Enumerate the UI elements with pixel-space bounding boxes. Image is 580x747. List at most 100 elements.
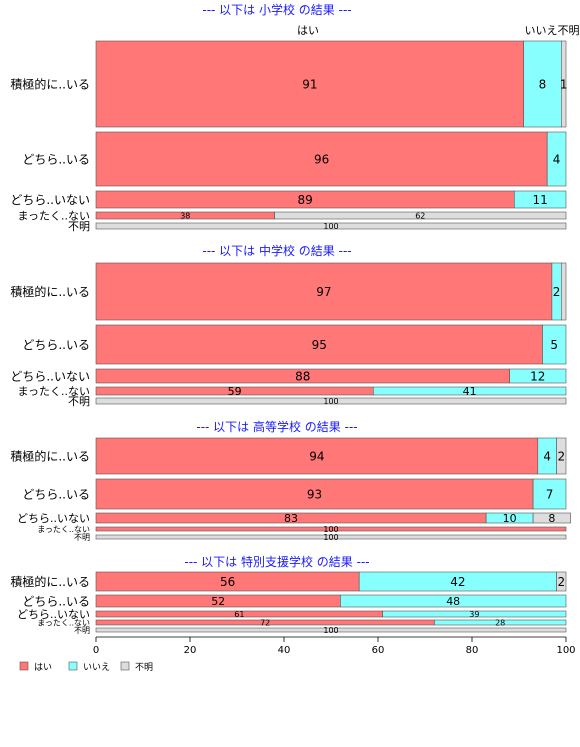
bar-row: 積極的に..いる 91 8 1 — [10, 40, 568, 128]
category-label: 不明 — [74, 626, 90, 635]
data-label: 41 — [463, 385, 477, 398]
category-label: 不明 — [68, 395, 90, 408]
data-label: 100 — [323, 397, 338, 406]
bar-segment-no — [382, 610, 567, 618]
bar-row: 不明 100 — [74, 533, 567, 542]
bar-row: どちら..いる 96 4 — [22, 131, 567, 187]
data-label: 59 — [228, 385, 242, 398]
bar-segment-yes — [95, 324, 543, 365]
data-label: 5 — [550, 338, 558, 352]
data-label: 88 — [295, 369, 310, 383]
panel-title: --- 以下は 中学校 の結果 --- — [202, 243, 351, 258]
bar-segment-unknown — [95, 397, 567, 405]
data-label: 100 — [323, 525, 338, 534]
bar-segment-no — [532, 478, 567, 510]
category-label: どちら..いる — [22, 488, 90, 502]
bar-row: 積極的に..いる 56 42 2 — [10, 571, 567, 592]
legend-swatch-unknown — [120, 661, 130, 671]
bar-row: まったく..ない 38 62 — [17, 210, 567, 223]
legend-swatch-no — [68, 661, 78, 671]
category-label: まったく..ない — [17, 210, 90, 223]
bar-row: 不明 100 — [74, 626, 567, 635]
bar-segment-unknown — [95, 627, 567, 633]
category-label: どちら..いない — [10, 370, 90, 384]
category-label: どちら..いない — [10, 193, 90, 207]
x-tick-label: 40 — [278, 645, 291, 656]
data-label: 4 — [543, 449, 551, 463]
category-label: 積極的に..いる — [10, 574, 90, 589]
category-label: まったく..ない — [17, 385, 90, 398]
legend-label-unknown: 不明 — [135, 662, 153, 673]
bar-segment-yes — [95, 437, 539, 475]
category-label: どちら..いる — [22, 338, 90, 352]
bar-segment-unknown — [532, 512, 571, 524]
bar-row: どちら..いない 83 10 8 — [17, 512, 571, 525]
bar-row: どちら..いない 89 11 — [10, 190, 567, 209]
data-label: 4 — [553, 152, 561, 166]
x-tick-label: 0 — [93, 645, 99, 656]
data-label: 42 — [450, 575, 465, 589]
data-label: 12 — [530, 369, 545, 383]
data-label: 95 — [312, 338, 327, 352]
bar-segment-unknown — [95, 534, 567, 540]
bar-segment-no — [523, 40, 562, 128]
data-label: 11 — [533, 193, 548, 207]
bar-segment-no — [546, 131, 567, 187]
bar-row: 積極的に..いる 94 4 2 — [10, 437, 567, 475]
category-label: 不明 — [74, 533, 90, 542]
bar-segment-no — [372, 386, 567, 396]
data-label: 10 — [503, 512, 517, 525]
legend-label-no: いいえ — [83, 662, 110, 673]
data-label: 62 — [415, 211, 425, 220]
x-tick-label: 100 — [556, 645, 575, 656]
data-label: 89 — [298, 193, 313, 207]
bar-segment-unknown — [95, 222, 567, 230]
data-label: 96 — [314, 152, 329, 166]
category-label: どちら..いない — [17, 608, 90, 621]
data-label: 2 — [557, 449, 565, 463]
bar-row: まったく..ない 59 41 — [17, 385, 567, 398]
data-label: 8 — [548, 512, 555, 525]
category-label: どちら..いない — [17, 512, 90, 525]
bar-row: 不明 100 — [68, 220, 567, 233]
data-label: 7 — [546, 487, 554, 501]
bar-segment-yes — [95, 526, 567, 532]
category-label: どちら..いる — [22, 153, 90, 167]
category-label: 積極的に..いる — [10, 77, 90, 92]
category-label: 積極的に..いる — [10, 284, 90, 299]
category-label: 積極的に..いる — [10, 449, 90, 464]
x-tick-label: 60 — [372, 645, 385, 656]
bar-segment-yes — [95, 40, 525, 128]
column-headers: はい いいえ不明 — [297, 24, 580, 37]
bar-segment-no — [509, 368, 567, 384]
data-label: 93 — [307, 487, 322, 501]
legend-label-yes: はい — [34, 662, 52, 673]
data-label: 100 — [323, 222, 338, 231]
data-label: 1 — [560, 77, 568, 91]
legend-swatch-yes — [19, 661, 29, 671]
category-label: 不明 — [68, 220, 90, 233]
x-tick-label: 20 — [184, 645, 197, 656]
bar-segment-no — [340, 594, 567, 608]
header-yes: はい — [297, 24, 319, 37]
data-label: 100 — [323, 626, 338, 635]
bar-segment-no — [542, 324, 567, 365]
bar-row: どちら..いる 52 48 — [22, 594, 567, 609]
data-label: 91 — [302, 77, 317, 91]
data-label: 2 — [553, 285, 561, 299]
panel-title: --- 以下は 特別支援学校 の結果 --- — [184, 554, 369, 569]
bar-row: まったく..ない 72 28 — [37, 618, 567, 628]
bar-row: どちら..いない 61 39 — [17, 608, 567, 621]
legend: はい いいえ 不明 — [19, 661, 153, 673]
bar-segment-unknown — [560, 262, 567, 321]
bar-segment-no — [434, 619, 567, 626]
panel: --- 以下は 特別支援学校 の結果 --- 積極的に..いる 56 42 2 どちら..… — [10, 554, 567, 635]
data-label: 94 — [309, 449, 324, 463]
bar-row: どちら..いない 88 12 — [10, 368, 567, 384]
data-label: 72 — [260, 618, 270, 627]
panel: --- 以下は 中学校 の結果 --- 積極的に..いる 97 2 どちら..いる 95 5… — [10, 243, 567, 408]
data-label: 97 — [316, 285, 331, 299]
data-label: 8 — [539, 77, 547, 91]
